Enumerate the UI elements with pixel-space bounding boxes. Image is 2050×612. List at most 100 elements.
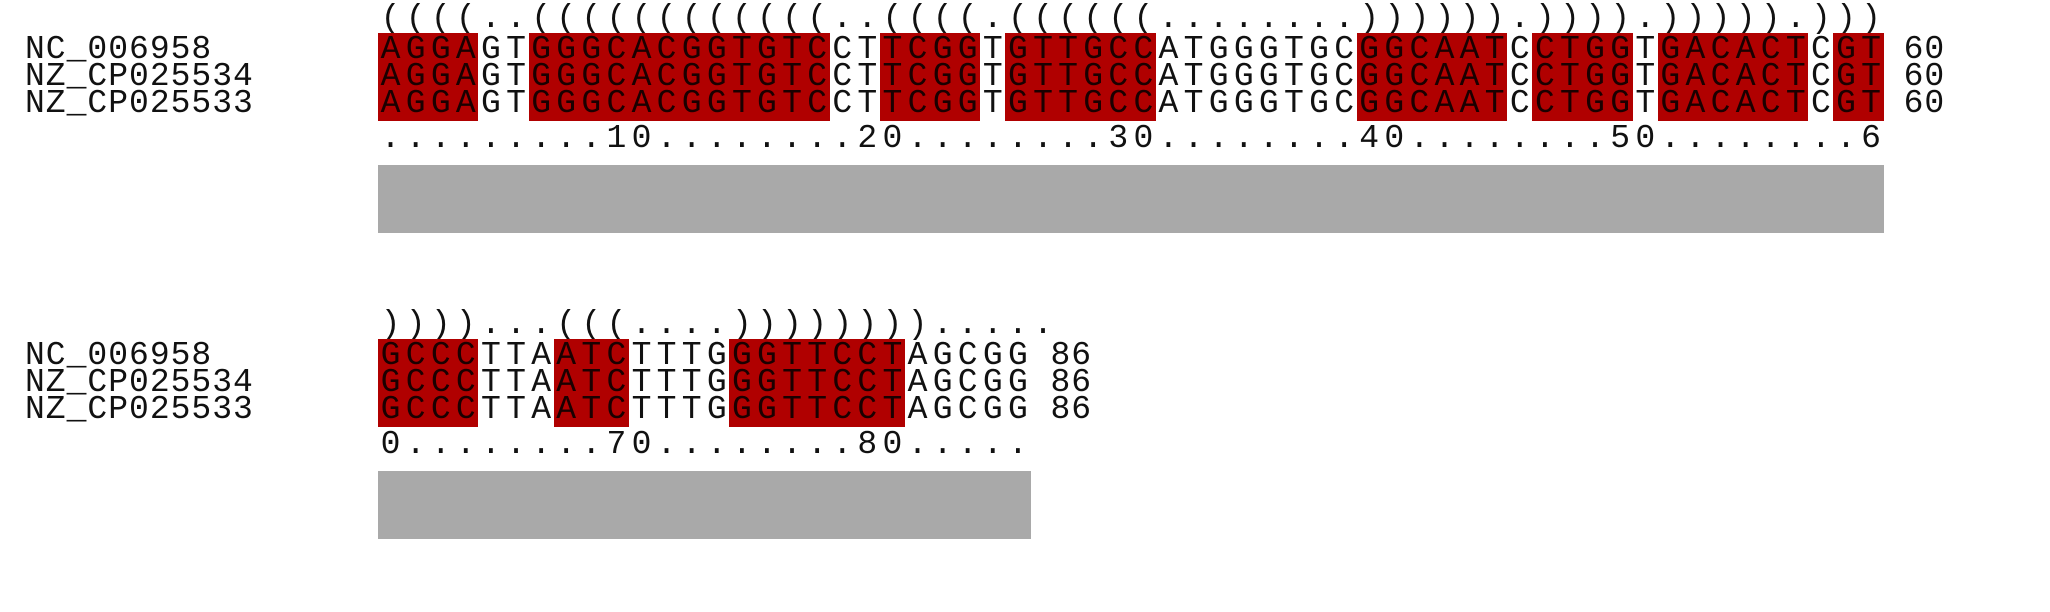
nucleotide: A	[1682, 87, 1708, 121]
ruler-char: .	[430, 426, 451, 463]
nucleotide: T	[1635, 58, 1656, 95]
sequence-name: NC_006958	[25, 31, 213, 68]
sequence-name: NZ_CP025533	[25, 391, 254, 428]
nucleotide: G	[729, 393, 755, 427]
nucleotide: A	[1733, 87, 1759, 121]
position-count: 60	[1903, 58, 1946, 95]
structure-char: (	[1033, 0, 1053, 37]
nucleotide: A	[1158, 31, 1179, 68]
ruler-char: .	[1685, 120, 1706, 157]
ruler-char: .	[1509, 120, 1530, 157]
ruler-char: 4	[1359, 120, 1380, 157]
ruler-char: .	[481, 120, 501, 157]
ruler-char: 0	[882, 120, 903, 157]
ruler-char: .	[1409, 120, 1430, 157]
nucleotide: G	[1309, 85, 1329, 122]
structure-char: )	[1710, 0, 1731, 37]
nucleotide: T	[506, 85, 526, 122]
nucleotide: G	[1258, 58, 1279, 95]
nucleotide: T	[506, 337, 526, 374]
ruler-char: .	[1836, 120, 1856, 157]
structure-char: )	[1660, 0, 1681, 37]
structure-char: .	[857, 0, 878, 37]
position-count: 86	[1050, 364, 1093, 401]
structure-char: .	[1158, 0, 1179, 37]
nucleotide: T	[631, 364, 652, 401]
nucleotide: G	[679, 87, 705, 121]
ruler-char: .	[430, 120, 451, 157]
nucleotide: C	[1105, 87, 1131, 121]
nucleotide: T	[1030, 87, 1056, 121]
ruler-char: .	[1233, 120, 1254, 157]
structure-char: (	[455, 0, 476, 37]
nucleotide: T	[982, 85, 1003, 122]
nucleotide: T	[857, 85, 878, 122]
structure-char: (	[581, 306, 602, 343]
structure-char: .	[531, 306, 552, 343]
ruler-char: .	[807, 120, 828, 157]
structure-char: .	[932, 306, 953, 343]
ruler-char: .	[405, 120, 426, 157]
nucleotide: C	[832, 58, 853, 95]
nucleotide: T	[656, 337, 677, 374]
structure-char: )	[1760, 0, 1781, 37]
nucleotide: G	[578, 87, 604, 121]
structure-char: )	[455, 306, 476, 343]
nucleotide: T	[1284, 58, 1304, 95]
nucleotide: T	[1183, 58, 1204, 95]
nucleotide: C	[832, 85, 853, 122]
ruler-char: .	[731, 426, 752, 463]
ruler-char: .	[681, 120, 702, 157]
structure-char: .	[506, 306, 526, 343]
ruler-char: .	[807, 426, 828, 463]
nucleotide: G	[706, 364, 727, 401]
structure-char: (	[807, 0, 828, 37]
nucleotide: T	[1635, 85, 1656, 122]
ruler-char: .	[907, 426, 928, 463]
position-count: 60	[1903, 31, 1946, 68]
structure-char: .	[681, 306, 702, 343]
nucleotide: G	[930, 87, 956, 121]
nucleotide: A	[907, 337, 928, 374]
ruler-char: 6	[1861, 120, 1881, 157]
nucleotide: T	[506, 391, 526, 428]
ruler-char: 3	[1108, 120, 1129, 157]
ruler-char: .	[1484, 120, 1505, 157]
ruler-char: .	[1334, 120, 1355, 157]
position-count: 86	[1050, 391, 1093, 428]
ruler-char: .	[1434, 120, 1455, 157]
ruler-char: .	[1058, 120, 1078, 157]
nucleotide: C	[453, 393, 479, 427]
nucleotide: G	[1005, 87, 1031, 121]
ruler-char: .	[1033, 120, 1053, 157]
nucleotide: T	[779, 87, 805, 121]
ruler-char: 0	[1384, 120, 1405, 157]
nucleotide: C	[804, 87, 830, 121]
ruler-char: .	[1258, 120, 1279, 157]
ruler-char: .	[832, 120, 853, 157]
structure-char: (	[581, 0, 602, 37]
nucleotide: A	[531, 337, 552, 374]
ruler-char: 0	[1635, 120, 1656, 157]
nucleotide: G	[378, 393, 404, 427]
nucleotide: G	[982, 337, 1003, 374]
structure-char: .	[1785, 0, 1806, 37]
nucleotide: T	[804, 393, 830, 427]
nucleotide: G	[754, 87, 780, 121]
structure-char: (	[556, 306, 577, 343]
structure-char: )	[1560, 0, 1580, 37]
ruler-char: .	[782, 120, 802, 157]
structure-char: )	[1359, 0, 1380, 37]
ruler-char: 5	[1610, 120, 1631, 157]
nucleotide: T	[631, 337, 652, 374]
structure-char: )	[1434, 0, 1455, 37]
conservation-bar	[378, 165, 1884, 233]
nucleotide: G	[1007, 391, 1028, 428]
ruler-char: .	[1735, 120, 1756, 157]
nucleotide: T	[481, 391, 501, 428]
nucleotide: G	[932, 391, 953, 428]
nucleotide: G	[1208, 58, 1229, 95]
structure-char: )	[380, 306, 401, 343]
structure-char: .	[1309, 0, 1329, 37]
